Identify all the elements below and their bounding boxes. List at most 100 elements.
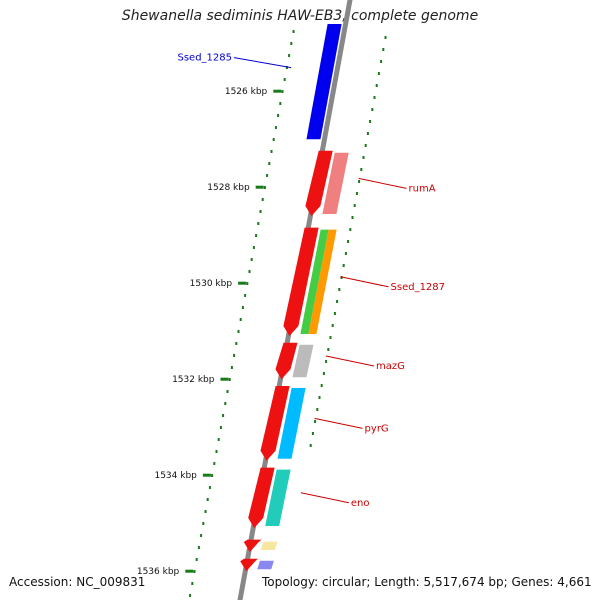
scale-dot (369, 120, 372, 123)
scale-dot (279, 102, 282, 105)
scale-dot (235, 342, 238, 345)
scale-dot (366, 132, 369, 135)
scale-dot (311, 432, 314, 435)
gene-mazG[interactable] (292, 344, 314, 378)
scale-dot (292, 30, 295, 33)
scale-dot (241, 306, 244, 309)
scale-dot (270, 150, 273, 153)
gene-rumA[interactable] (322, 152, 349, 214)
gene-small-2[interactable] (257, 560, 274, 570)
gene-pyrG[interactable] (277, 388, 306, 459)
scale-dot (344, 252, 347, 255)
scale-dot (189, 594, 192, 597)
scale-dot (197, 546, 200, 549)
scale-dot (384, 36, 387, 39)
cds-pyrG[interactable] (260, 386, 290, 461)
scale-dot (281, 90, 284, 93)
gene-small-1[interactable] (260, 541, 278, 550)
scale-dot (208, 486, 211, 489)
scale-dot (285, 66, 288, 69)
tick-label: 1534 kbp (154, 471, 197, 481)
map-title: Shewanella sediminis HAW-EB3, complete g… (121, 8, 479, 24)
tick-label: 1526 kbp (225, 87, 268, 97)
scale-dot (233, 354, 236, 357)
scale-dot (257, 222, 260, 225)
scale-dot (277, 114, 280, 117)
tick-mark (273, 89, 282, 93)
scale-dot (202, 522, 205, 525)
tick-mark (202, 473, 211, 477)
scale-dot (364, 144, 367, 147)
tick-label: 1532 kbp (172, 375, 215, 385)
leader-line (314, 417, 363, 429)
scale-dot (322, 372, 325, 375)
leader-line (358, 177, 407, 189)
cds-rumA[interactable] (305, 150, 333, 216)
scale-dot (380, 60, 383, 63)
scale-dot (325, 360, 328, 363)
accession-text: Accession: NC_009831 (9, 575, 146, 589)
gene-label-Ssed_1285[interactable]: Ssed_1285 (177, 53, 232, 64)
topology-text: Topology: circular; Length: 5,517,674 bp… (262, 575, 594, 589)
scale-dot (255, 234, 258, 237)
scale-dot (195, 558, 198, 561)
scale-dot (252, 246, 255, 249)
gene-label-mazG[interactable]: mazG (376, 361, 405, 372)
scale-dot (329, 336, 332, 339)
tick-label: 1536 kbp (137, 567, 180, 577)
scale-dot (204, 510, 207, 513)
scale-dot (347, 240, 350, 243)
gene-label-Ssed_1287[interactable]: Ssed_1287 (391, 282, 446, 293)
tick-dots (189, 30, 387, 597)
scale-dot (200, 534, 203, 537)
tick-mark (255, 185, 264, 189)
genes (240, 24, 349, 572)
scale-dot (237, 330, 240, 333)
scale-dot (217, 438, 220, 441)
gene-Ssed_1287-part[interactable] (308, 229, 337, 334)
cds-small-1[interactable] (243, 539, 262, 552)
scale-dot (250, 258, 253, 261)
leader-line (340, 276, 389, 288)
gene-label-pyrG[interactable]: pyrG (365, 423, 389, 434)
gene-Ssed_1285[interactable] (306, 24, 342, 140)
scale-dot (193, 570, 196, 573)
scale-dot (336, 300, 339, 303)
gene-eno[interactable] (265, 469, 291, 526)
scale-dot (318, 396, 321, 399)
scale-dot (355, 192, 358, 195)
scale-dot (351, 216, 354, 219)
scale-dot (320, 384, 323, 387)
scale-dot (215, 450, 218, 453)
scale-dot (377, 72, 380, 75)
gene-label-eno[interactable]: eno (351, 498, 370, 509)
leader-line (233, 57, 292, 69)
scale-dot (371, 108, 374, 111)
scale-dot (230, 366, 233, 369)
scale-dot (213, 462, 216, 465)
scale-dot (211, 474, 214, 477)
scale-dot (224, 402, 227, 405)
cds-mazG[interactable] (275, 342, 298, 380)
gene-Ssed_1287[interactable] (300, 229, 329, 334)
scale-dot (327, 348, 330, 351)
scale-dot (261, 198, 264, 201)
tick-mark (185, 569, 194, 573)
scale-dot (228, 378, 231, 381)
cds-eno[interactable] (248, 467, 275, 528)
cds-small-2[interactable] (240, 558, 258, 572)
scale-dot (353, 204, 356, 207)
scale-dot (373, 96, 376, 99)
scale-dot (239, 318, 242, 321)
gene-label-rumA[interactable]: rumA (409, 183, 436, 194)
cds-Ssed_1287[interactable] (283, 227, 319, 336)
scale-dot (206, 498, 209, 501)
scale-dot (362, 156, 365, 159)
scale-dot (358, 180, 361, 183)
scale-dot (263, 186, 266, 189)
scale-dot (309, 444, 312, 447)
scale-dot (191, 582, 194, 585)
scale-dot (266, 174, 269, 177)
scale-dot (288, 54, 291, 57)
